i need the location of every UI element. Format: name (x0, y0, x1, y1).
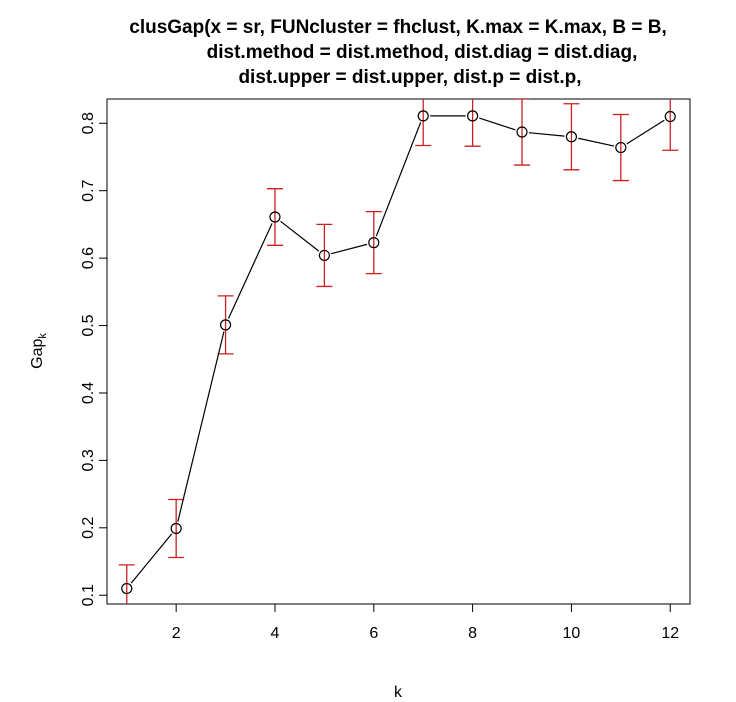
y-tick-label: 0.2 (80, 517, 97, 539)
plot-frame (106, 98, 691, 605)
data-point (219, 319, 232, 331)
data-point (170, 522, 182, 535)
x-tick-label: 12 (661, 625, 679, 642)
series-segment (479, 117, 516, 131)
series-segment (578, 137, 615, 147)
y-tick-label: 0.3 (80, 449, 97, 471)
data-point (417, 110, 429, 122)
y-tick-label: 0.5 (80, 314, 97, 336)
x-tick-label: 6 (369, 625, 378, 642)
data-point (269, 211, 281, 223)
x-tick-label: 2 (172, 625, 181, 642)
data-point (121, 582, 133, 595)
x-tick-label: 4 (271, 625, 280, 642)
data-point (516, 126, 528, 138)
series-segment (375, 122, 422, 237)
axes: 2 4 6 8 10 12 0.1 0.2 0.3 0.4 0.5 0.6 0.7 0.8 (80, 112, 679, 642)
y-tick-label: 0.8 (80, 112, 97, 134)
series-segment (177, 331, 225, 522)
x-tick-label: 8 (468, 625, 477, 642)
data-point (664, 110, 676, 123)
data-point (318, 249, 330, 262)
series-segment (280, 220, 320, 252)
chart-title-line-1: clusGap(x = sr, FUNcluster = fhclust, K.… (129, 17, 666, 38)
data-point (467, 110, 479, 122)
y-tick-label: 0.7 (80, 179, 97, 201)
chart-title-line-3: dist.upper = dist.upper, dist.p = dist.p… (238, 67, 581, 88)
series-segment (626, 119, 665, 145)
series-segment (331, 243, 368, 255)
y-tick-label: 0.6 (80, 247, 97, 269)
series-segment (227, 223, 273, 319)
series-segment (130, 533, 173, 584)
series-segment (528, 132, 565, 137)
y-axis-title-subscript: k (37, 333, 49, 339)
error-bars (118, 99, 679, 604)
data-point (368, 237, 380, 249)
x-axis-title: k (394, 684, 403, 701)
y-tick-label: 0.4 (80, 382, 97, 404)
y-axis-title-main: Gap (29, 339, 46, 369)
chart-title-line-2: dist.method = dist.method, dist.diag = d… (207, 42, 638, 63)
data-point (615, 141, 627, 154)
gap-series (121, 110, 676, 595)
x-tick-label: 10 (563, 625, 581, 642)
y-axis-title: Gapk (29, 333, 49, 369)
y-tick-label: 0.1 (80, 584, 97, 606)
data-point (565, 131, 578, 143)
